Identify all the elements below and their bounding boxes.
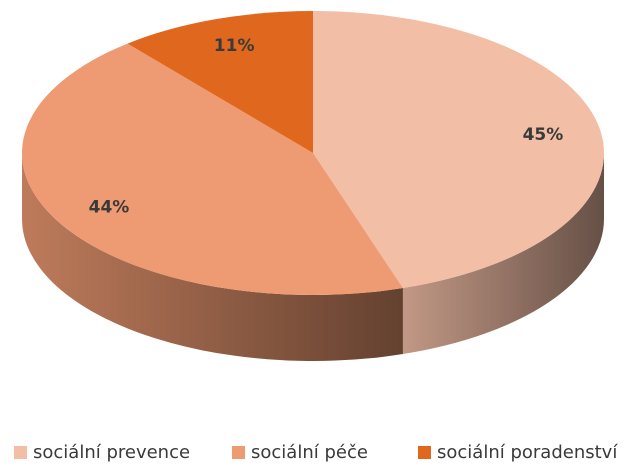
legend-label: sociální poradenství [437,442,618,463]
data-label: 44% [89,198,130,218]
pie-slice [313,11,604,289]
pie-side [22,153,403,361]
pie-slice [22,43,403,295]
data-label: 45% [523,125,564,145]
pie-side [402,153,604,355]
pie-slice [127,11,314,153]
legend-swatch [14,446,27,459]
data-label: 11% [214,36,255,56]
legend-swatch [418,446,431,459]
legend-swatch [232,446,245,459]
legend-label: sociální prevence [33,442,190,463]
legend-label: sociální péče [251,442,368,463]
